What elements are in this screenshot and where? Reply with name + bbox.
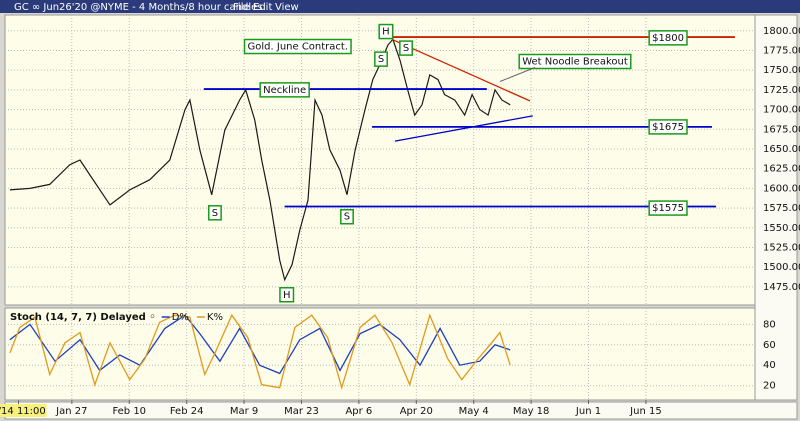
y-tick-label: 1775.00 — [763, 45, 800, 56]
window-title: GC ∞ Jun26'20 @NYME - 4 Months/8 hour ca… — [14, 2, 262, 13]
x-tick-label: Jan 27 — [55, 406, 87, 417]
x-tick-label: May 4 — [459, 406, 489, 417]
annotation-text: $1575 — [652, 203, 684, 214]
y-tick-label: 1500.00 — [763, 262, 800, 273]
y-tick-label: 40 — [763, 360, 776, 371]
title-bar — [0, 0, 800, 13]
annotation: Wet Noodle Breakout — [518, 53, 632, 70]
y-tick-label: 1650.00 — [763, 144, 800, 155]
x-tick-label: Jun 1 — [575, 406, 601, 417]
y-tick-label: 60 — [763, 340, 776, 351]
annotation-box — [518, 53, 632, 70]
annotation-text: H — [283, 290, 291, 301]
annotation-text: Neckline — [263, 85, 306, 96]
annotation: S — [374, 51, 388, 67]
annotation-text: $1675 — [652, 122, 684, 133]
annotation: H — [378, 23, 394, 40]
y-tick-label: 20 — [763, 381, 776, 392]
legend-label: D% — [172, 312, 189, 323]
annotation-text: S — [344, 212, 350, 223]
x-tick-label: Apr 6 — [345, 406, 372, 417]
crosshair-date-box — [0, 404, 47, 417]
y-tick-label: 1625.00 — [763, 164, 800, 175]
y-tick-label: 1675.00 — [763, 124, 800, 135]
x-tick-label: Jun 15 — [629, 406, 662, 417]
x-tick-label: May 18 — [513, 406, 550, 417]
annotation-box — [259, 82, 310, 98]
annotation: S — [399, 40, 413, 56]
menu-item[interactable]: View — [275, 2, 299, 13]
annotation: $1800 — [648, 30, 688, 46]
annotation-text: Gold. June Contract. — [248, 42, 349, 53]
x-tick-label: Apr 20 — [400, 406, 433, 417]
annotation-arrow — [499, 67, 536, 82]
y-tick-label: 1475.00 — [763, 282, 800, 293]
stoch-title: Stoch (14, 7, 7) Delayed ◦ — [10, 312, 156, 323]
annotation: S — [208, 205, 222, 221]
annotation-text: S — [212, 208, 218, 219]
annotation: $1575 — [648, 200, 688, 216]
annotation-box — [648, 119, 688, 135]
annotation-text: $1800 — [652, 33, 684, 44]
menu-item[interactable]: Edit — [253, 2, 272, 13]
x-tick-label: Feb 24 — [170, 406, 204, 417]
trend-line — [394, 115, 533, 142]
y-tick-label: 1700.00 — [763, 105, 800, 116]
annotation-text: H — [382, 27, 390, 38]
x-tick-label: Feb 10 — [112, 406, 146, 417]
annotation-text: Wet Noodle Breakout — [522, 56, 628, 67]
legend-label: K% — [207, 312, 223, 323]
y-tick-label: 1600.00 — [763, 183, 800, 194]
annotation: Gold. June Contract. — [243, 38, 352, 55]
annotation: H — [279, 287, 295, 303]
annotation-text: S — [403, 43, 409, 54]
x-tick-label: Mar 9 — [230, 406, 258, 417]
annotation-box — [374, 51, 388, 67]
series-line — [9, 313, 511, 391]
annotation-box — [243, 38, 352, 55]
y-tick-label: 1525.00 — [763, 242, 800, 253]
y-tick-label: 1750.00 — [763, 65, 800, 76]
annotation-text: S — [378, 54, 384, 65]
annotation: Neckline — [259, 82, 310, 98]
price-axis — [754, 14, 798, 401]
y-tick-label: 1800.00 — [763, 26, 800, 37]
annotation-box — [648, 200, 688, 216]
trend-line — [391, 38, 531, 102]
annotation-box — [648, 30, 688, 46]
annotation: $1675 — [648, 119, 688, 135]
annotation-box — [279, 287, 295, 303]
y-tick-label: 1575.00 — [763, 203, 800, 214]
annotation-box — [378, 23, 394, 40]
x-tick-label: 1/14 11:00 — [0, 406, 46, 417]
menu-item[interactable]: File — [233, 2, 250, 13]
annotation-box — [340, 208, 354, 225]
x-tick-label: Mar 23 — [284, 406, 319, 417]
annotation: S — [340, 208, 354, 225]
y-tick-label: 1725.00 — [763, 85, 800, 96]
series-line — [9, 314, 511, 375]
annotation-box — [399, 40, 413, 56]
annotation-box — [208, 205, 222, 221]
y-tick-label: 80 — [763, 319, 776, 330]
y-tick-label: 1550.00 — [763, 223, 800, 234]
